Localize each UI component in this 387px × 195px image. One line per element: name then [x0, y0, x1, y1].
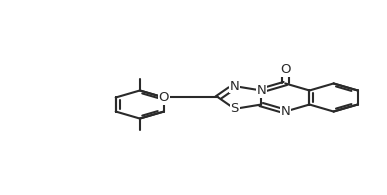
Text: N: N [281, 105, 290, 118]
Text: O: O [280, 63, 291, 76]
Text: N: N [230, 80, 240, 93]
Text: O: O [159, 91, 169, 104]
Text: N: N [256, 84, 266, 97]
Text: S: S [231, 102, 239, 115]
